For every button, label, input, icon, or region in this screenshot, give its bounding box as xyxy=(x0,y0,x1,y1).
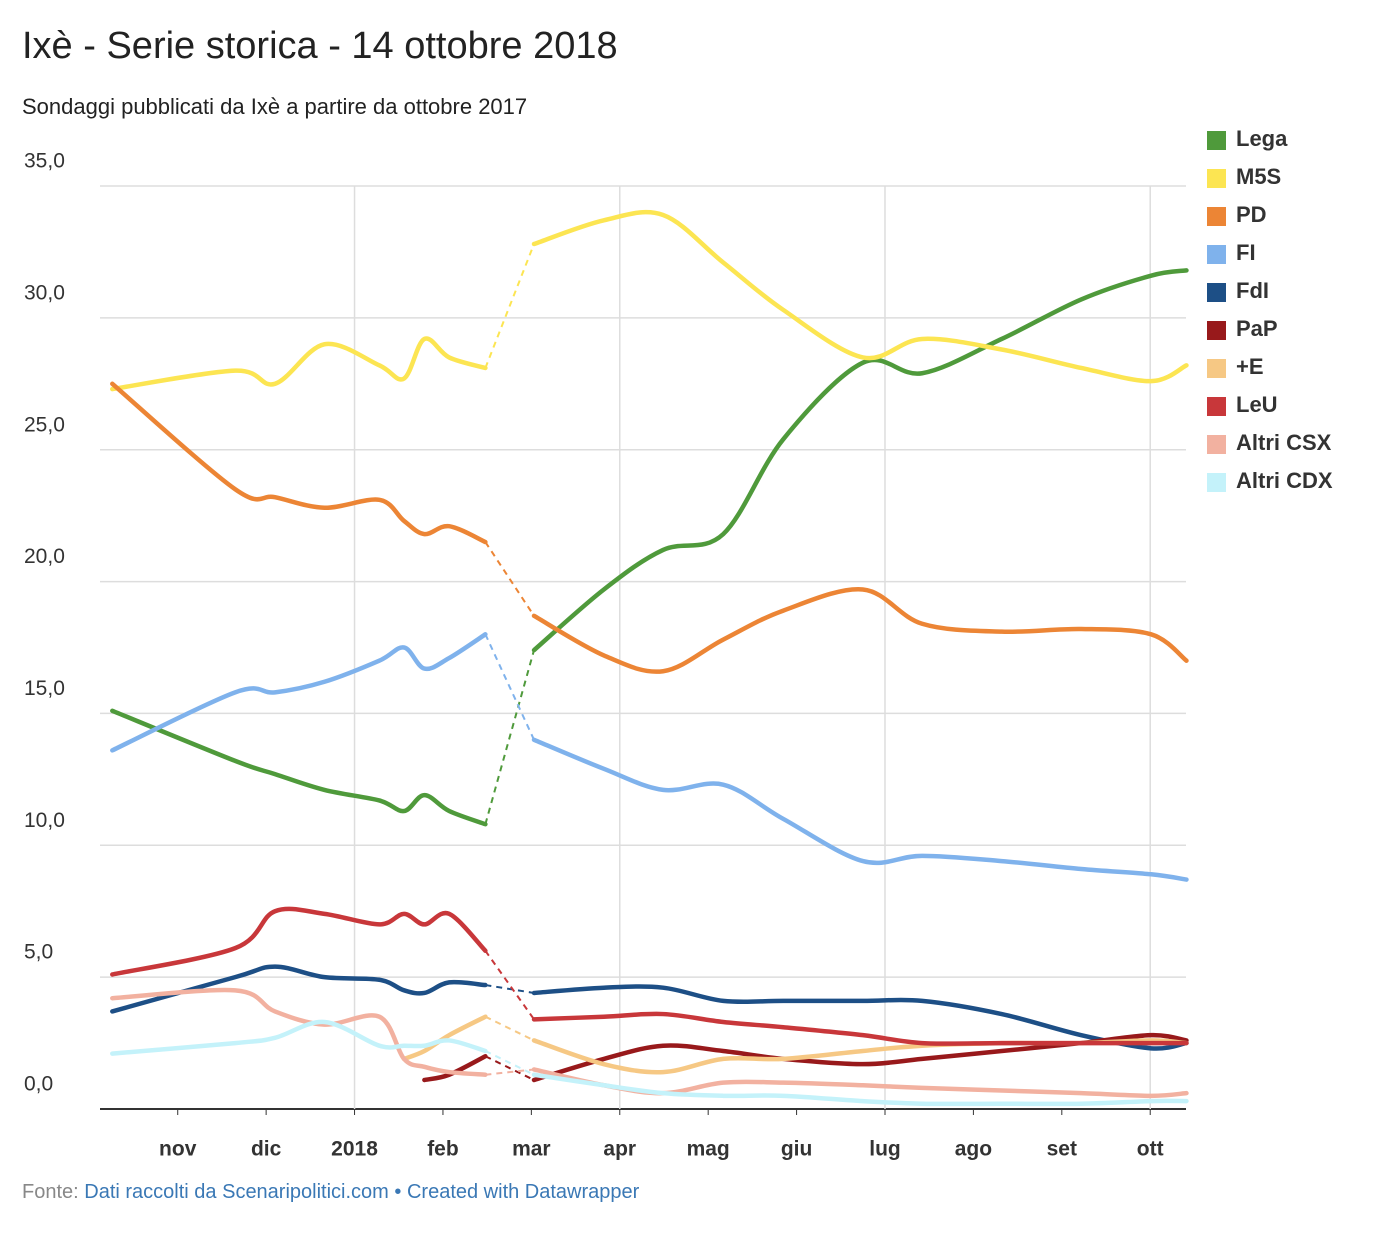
gap-bridge xyxy=(484,633,535,741)
x-tick-label: nov xyxy=(159,1138,197,1161)
x-tick-label: 2018 xyxy=(331,1138,378,1161)
y-tick-label: 0,0 xyxy=(24,1073,53,1096)
credit-link[interactable]: Created with Datawrapper xyxy=(407,1181,640,1203)
series-line xyxy=(531,984,1189,1051)
gap-bridge xyxy=(484,541,535,617)
gap-bridge xyxy=(484,950,535,1020)
gap-bridge xyxy=(485,1068,535,1076)
chart-title: Ixè - Serie storica - 14 ottobre 2018 xyxy=(22,25,618,67)
legend-swatch xyxy=(1207,359,1226,378)
series-line xyxy=(110,1019,488,1056)
legend-label: PaP xyxy=(1236,316,1278,341)
gap-bridge xyxy=(484,1055,535,1081)
gap-bridge xyxy=(485,984,535,994)
series-line xyxy=(110,708,488,827)
legend-label: FdI xyxy=(1236,278,1269,303)
series-line xyxy=(531,587,1189,674)
separator: • xyxy=(394,1181,401,1203)
y-tick-label: 15,0 xyxy=(24,677,65,700)
legend-label: LeU xyxy=(1236,392,1278,417)
legend-label: FI xyxy=(1236,240,1256,265)
y-tick-label: 5,0 xyxy=(24,941,53,964)
legend-label: +E xyxy=(1236,354,1264,379)
legend-label: Altri CDX xyxy=(1236,468,1333,493)
x-tick-label: lug xyxy=(869,1138,901,1161)
series-line xyxy=(110,906,488,977)
series-line xyxy=(531,268,1189,653)
x-tick-label: set xyxy=(1047,1138,1077,1161)
series-line xyxy=(422,1054,488,1083)
source-link[interactable]: Dati raccolti da Scenaripolitici.com xyxy=(84,1181,389,1203)
gap-bridge xyxy=(484,1015,535,1042)
legend-label: Lega xyxy=(1236,126,1288,151)
x-tick-label: giu xyxy=(781,1138,813,1161)
legend-label: M5S xyxy=(1236,164,1281,189)
legend-swatch xyxy=(1207,245,1226,264)
x-tick-label: dic xyxy=(251,1138,282,1161)
chart-subtitle: Sondaggi pubblicati da Ixè a partire da … xyxy=(22,94,527,119)
y-tick-label: 25,0 xyxy=(24,413,65,436)
series-line xyxy=(531,1067,1189,1099)
series-line xyxy=(110,964,488,1014)
series-line xyxy=(531,1011,1189,1046)
footer: Fonte: Dati raccolti da Scenaripolitici.… xyxy=(22,1181,640,1203)
legend-label: Altri CSX xyxy=(1236,430,1332,455)
x-tick-label: mag xyxy=(687,1138,730,1161)
y-tick-label: 30,0 xyxy=(24,281,65,304)
y-tick-label: 35,0 xyxy=(24,150,65,173)
series-line xyxy=(110,632,488,753)
gap-bridge xyxy=(484,243,535,369)
x-tick-label: mar xyxy=(512,1138,551,1161)
x-tick-label: ago xyxy=(955,1138,992,1161)
series-line xyxy=(401,1014,488,1062)
legend-swatch xyxy=(1207,435,1226,454)
gap-bridge xyxy=(484,649,535,825)
legend-swatch xyxy=(1207,207,1226,226)
x-tick-label: ott xyxy=(1137,1138,1164,1161)
series-line xyxy=(110,336,488,392)
legend-swatch xyxy=(1207,321,1226,340)
gap-bridge xyxy=(484,1050,535,1076)
series-line xyxy=(531,737,1189,882)
series-line xyxy=(531,209,1189,384)
y-tick-label: 10,0 xyxy=(24,809,65,832)
series-line xyxy=(110,987,488,1077)
legend-swatch xyxy=(1207,473,1226,492)
legend-swatch xyxy=(1207,397,1226,416)
legend-swatch xyxy=(1207,131,1226,150)
x-tick-label: apr xyxy=(603,1138,636,1161)
legend-swatch xyxy=(1207,169,1226,188)
x-tick-label: feb xyxy=(427,1138,459,1161)
legend-label: PD xyxy=(1236,202,1267,227)
y-tick-label: 20,0 xyxy=(24,545,65,568)
source-label: Fonte: xyxy=(22,1181,79,1203)
series-line xyxy=(110,381,488,545)
legend-swatch xyxy=(1207,283,1226,302)
series-line xyxy=(531,1072,1189,1107)
